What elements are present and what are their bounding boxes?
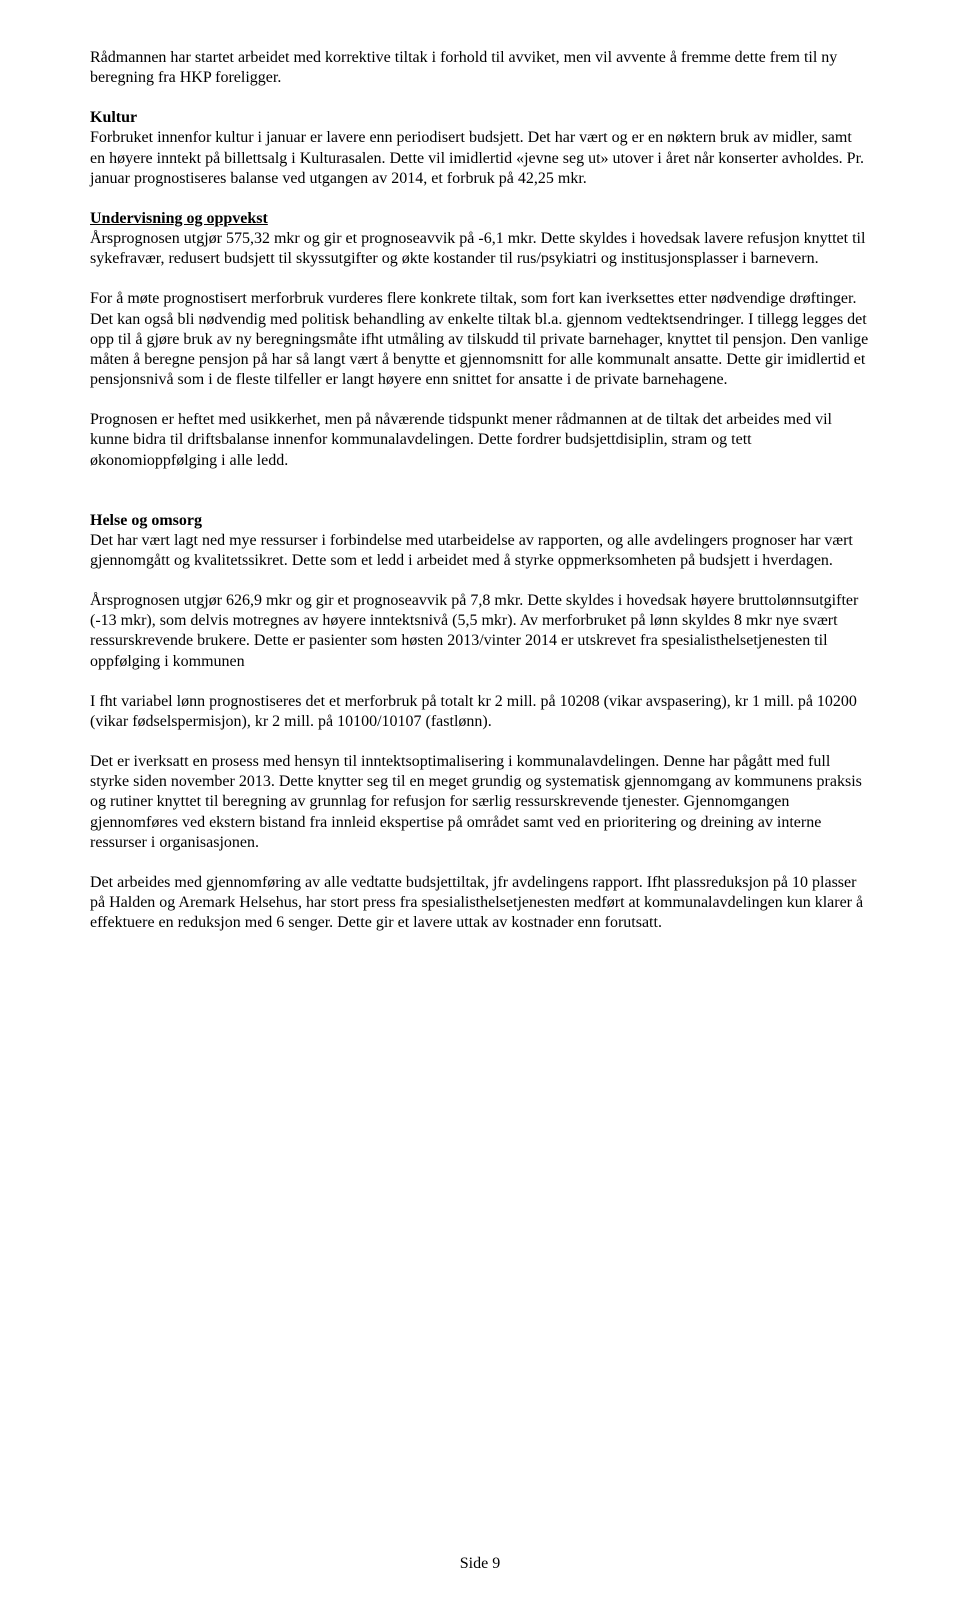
helse-p5: Det arbeides med gjennomføring av alle v…: [90, 873, 870, 933]
helse-p2: Årsprognosen utgjør 626,9 mkr og gir et …: [90, 591, 870, 672]
undervisning-p2: For å møte prognostisert merforbruk vurd…: [90, 289, 870, 390]
page-footer: Side 9: [0, 1555, 960, 1573]
paragraph-intro: Rådmannen har startet arbeidet med korre…: [90, 48, 870, 88]
section-helse-p1: Helse og omsorg Det har vært lagt ned my…: [90, 511, 870, 571]
section-kultur: Kultur Forbruket innenfor kultur i janua…: [90, 108, 870, 189]
undervisning-title: Undervisning og oppvekst: [90, 210, 268, 227]
undervisning-body1: Årsprognosen utgjør 575,32 mkr og gir et…: [90, 230, 865, 267]
helse-p4: Det er iverksatt en prosess med hensyn t…: [90, 752, 870, 853]
helse-p3: I fht variabel lønn prognostiseres det e…: [90, 692, 870, 732]
helse-body1: Det har vært lagt ned mye ressurser i fo…: [90, 532, 853, 569]
kultur-title: Kultur: [90, 109, 137, 126]
undervisning-p3: Prognosen er heftet med usikkerhet, men …: [90, 410, 870, 470]
section-undervisning-p1: Undervisning og oppvekst Årsprognosen ut…: [90, 209, 870, 269]
document-page: Rådmannen har startet arbeidet med korre…: [0, 0, 960, 1599]
kultur-body: Forbruket innenfor kultur i januar er la…: [90, 129, 864, 186]
helse-title: Helse og omsorg: [90, 512, 202, 529]
